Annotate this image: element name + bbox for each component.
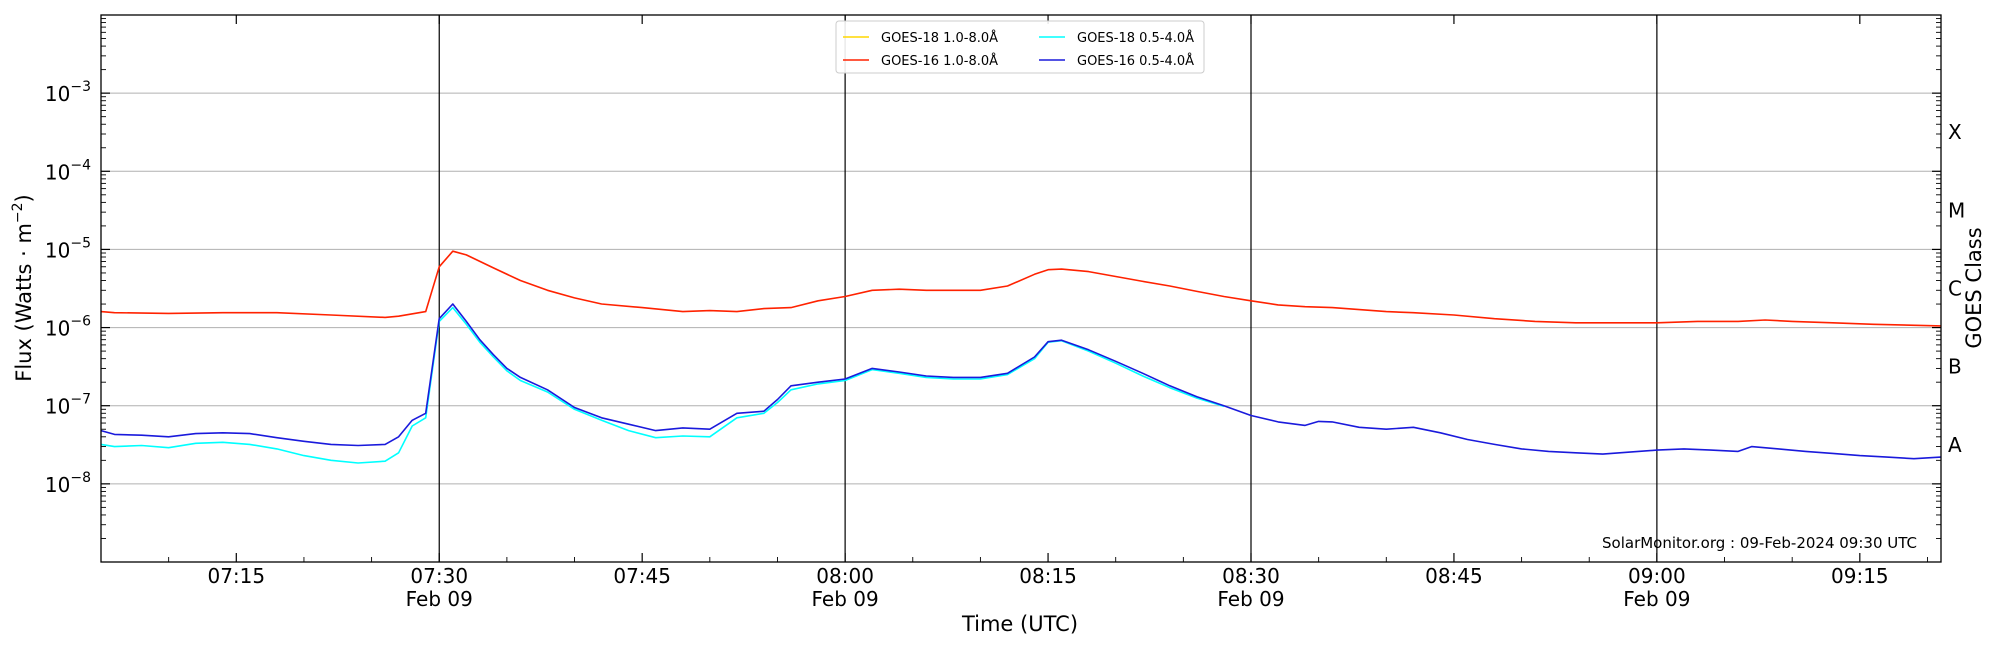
- goes-class-label: B: [1948, 355, 1962, 379]
- goes-class-label: A: [1948, 433, 1962, 457]
- x-axis-title: Time (UTC): [961, 612, 1078, 636]
- x-tick-label: 09:00: [1628, 564, 1686, 588]
- right-axis-title: GOES Class: [1962, 227, 1986, 348]
- series-line: [100, 303, 1942, 460]
- x-tick-sublabel: Feb 09: [812, 587, 879, 611]
- x-tick-sublabel: Feb 09: [1623, 587, 1690, 611]
- solarmonitor-annotation: SolarMonitor.org : 09-Feb-2024 09:30 UTC: [1602, 534, 1917, 552]
- y-tick-label: 10−5: [45, 235, 91, 262]
- x-tick-label: 09:15: [1831, 564, 1889, 588]
- x-tick-label: 08:00: [816, 564, 874, 588]
- x-tick-label: 08:45: [1425, 564, 1483, 588]
- legend-label: GOES-16 0.5-4.0Å: [1077, 53, 1194, 69]
- vertical-day-lines: [438, 15, 1658, 562]
- x-tick-label: 08:30: [1222, 564, 1280, 588]
- grid-lines: [101, 92, 1941, 485]
- legend-label: GOES-18 0.5-4.0Å: [1077, 30, 1194, 46]
- legend-box: [835, 20, 1205, 74]
- x-tick-label: 07:45: [613, 564, 671, 588]
- y-tick-label: 10−7: [45, 392, 91, 419]
- plot-frame: [100, 14, 1942, 563]
- goes-class-label: X: [1948, 120, 1962, 144]
- x-tick-label: 07:30: [410, 564, 468, 588]
- y-tick-label: 10−4: [45, 157, 91, 184]
- x-tick-sublabel: Feb 09: [1217, 587, 1284, 611]
- legend-label: GOES-18 1.0-8.0Å: [881, 30, 998, 46]
- x-tick-sublabel: Feb 09: [406, 587, 473, 611]
- series-line: [100, 250, 1942, 327]
- x-tick-label: 08:15: [1019, 564, 1077, 588]
- series-line: [100, 306, 1225, 464]
- legend-label: GOES-16 1.0-8.0Å: [881, 53, 998, 69]
- x-tick-label: 07:15: [207, 564, 265, 588]
- goes-class-label: M: [1948, 198, 1965, 222]
- y-axis-title: Flux (Watts · m−2): [10, 194, 36, 382]
- y-tick-label: 10−8: [45, 470, 91, 497]
- legend: GOES-18 1.0-8.0Å GOES-16 1.0-8.0Å GOES-18 …: [835, 20, 1205, 74]
- y-tick-label: 10−3: [45, 79, 91, 106]
- y-tick-label: 10−6: [45, 314, 91, 341]
- plot-series: [100, 250, 1942, 464]
- goes-class-label: C: [1948, 277, 1962, 301]
